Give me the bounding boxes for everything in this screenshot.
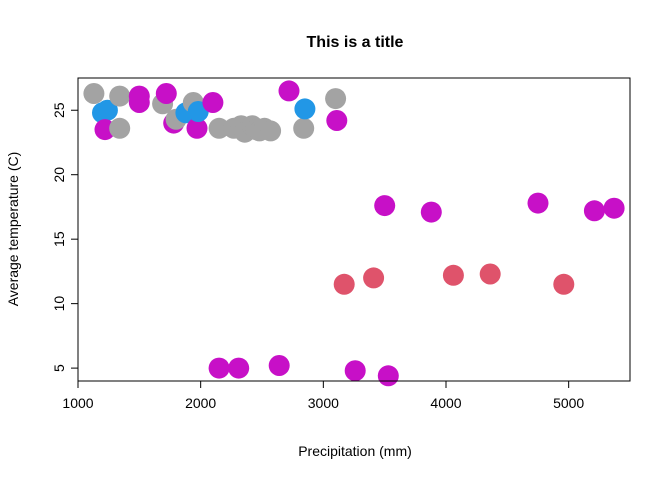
y-tick-label: 20 [51,167,67,183]
data-point [583,200,605,222]
data-point [325,88,347,110]
y-axis-label: Average temperature (C) [5,152,21,307]
data-point [260,120,282,142]
y-tick-label: 25 [51,102,67,118]
x-tick-label: 2000 [185,395,216,411]
data-point [377,365,399,387]
data-point [128,92,150,113]
data-point [293,117,315,139]
y-axis: 5 10 15 20 25 [51,102,79,372]
data-point [83,83,105,104]
x-tick-label: 4000 [430,395,461,411]
plot-area-border [77,77,631,382]
data-point [268,355,290,376]
x-tick-label: 1000 [62,395,93,411]
data-point [109,85,131,107]
data-points [83,80,625,387]
data-point [333,273,355,295]
data-point [208,117,230,139]
data-point [294,98,316,120]
x-axis-label: Precipitation (mm) [298,443,412,459]
x-tick-label: 3000 [308,395,339,411]
data-point [553,273,575,295]
y-tick-label: 5 [51,364,67,372]
data-point [420,201,442,223]
data-point [344,360,366,382]
data-point [442,264,464,286]
data-point [603,197,625,219]
data-point [109,117,131,139]
data-point [363,267,385,289]
data-point [208,357,230,379]
x-tick-label: 5000 [553,395,584,411]
data-point [96,99,118,121]
y-tick-label: 15 [51,231,67,247]
data-point [155,83,177,104]
data-point [374,195,396,217]
data-point [186,117,208,139]
data-point [527,192,549,214]
x-axis: 1000 2000 3000 4000 5000 [62,380,584,411]
data-point [202,92,224,113]
data-point [326,110,348,131]
chart-title: This is a title [307,34,404,51]
data-point [479,263,501,285]
data-point [228,357,250,379]
y-tick-label: 10 [51,296,67,312]
data-point [278,80,300,102]
